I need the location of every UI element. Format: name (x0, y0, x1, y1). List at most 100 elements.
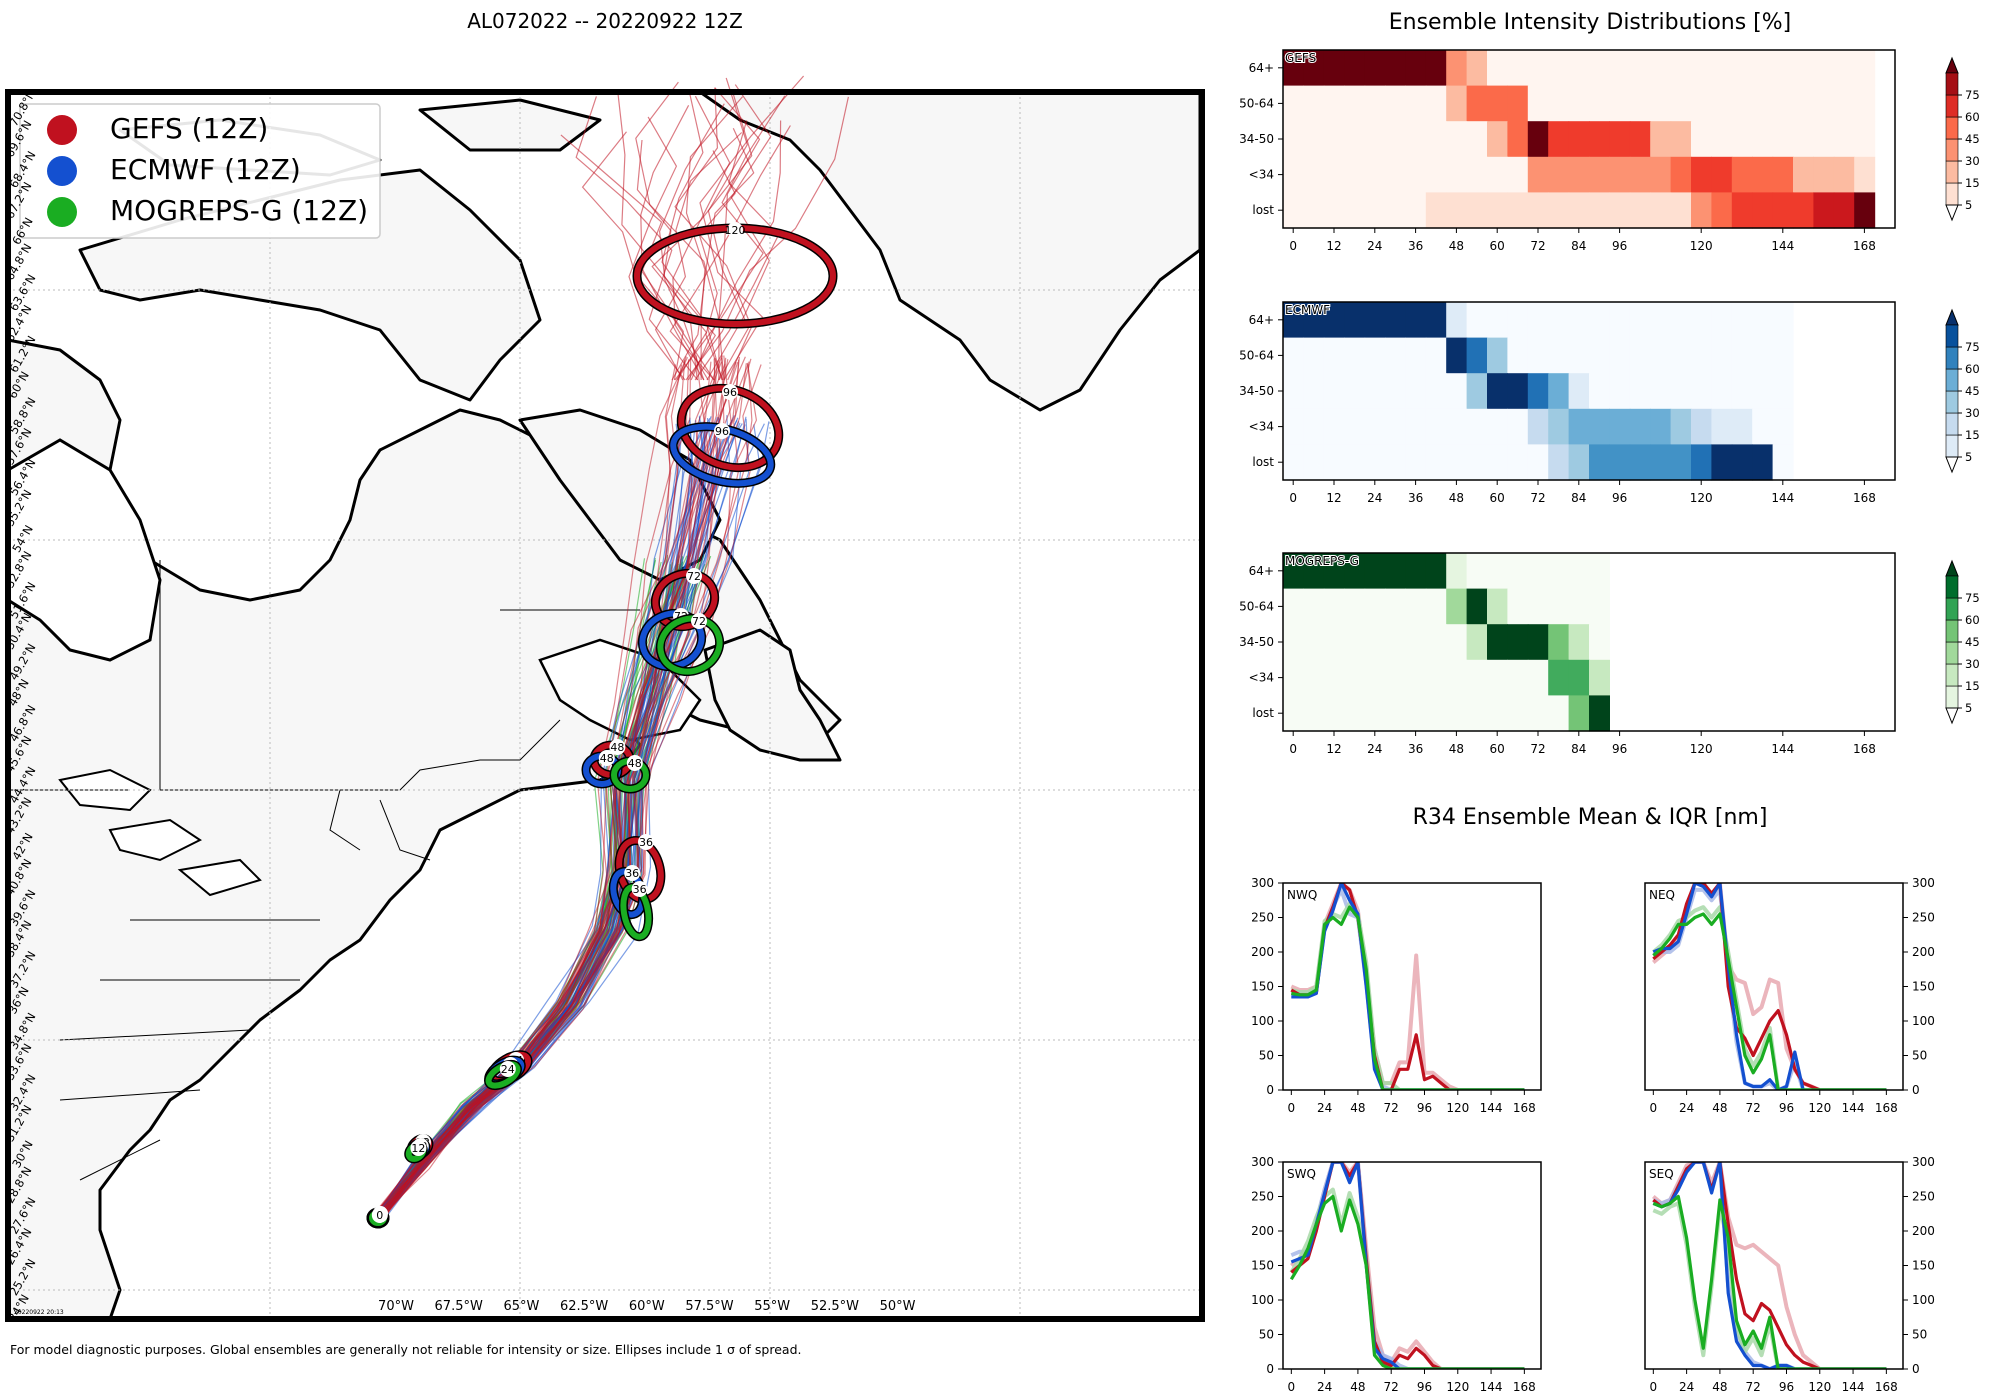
heatmap-cell (1466, 192, 1488, 229)
heatmap-cell (1303, 50, 1325, 87)
heatmap-cell (1772, 85, 1794, 122)
heatmap-cell (1752, 373, 1774, 410)
ellipse-label-bg (691, 613, 707, 629)
r34-y-tick: 200 (1912, 1224, 1935, 1238)
heatmap-cell (1385, 588, 1406, 625)
heatmap-cell (1446, 192, 1468, 229)
r34-y-tick: 200 (1912, 945, 1935, 959)
heatmap-cell (1344, 50, 1366, 87)
r34-x-tick: 168 (1875, 1380, 1898, 1394)
r34-series-line (1652, 1162, 1887, 1369)
heatmap-cell (1548, 588, 1570, 625)
heatmap-cell (1283, 302, 1304, 339)
colorbar-tick: 45 (1965, 635, 1980, 649)
heatmap-x-tick: 72 (1530, 742, 1545, 756)
colorbar-extend-top (1945, 56, 1959, 74)
colorbar-tick: 5 (1965, 450, 1972, 464)
track-line (714, 87, 761, 381)
heatmap-cell (1466, 624, 1488, 661)
heatmap-cell (1364, 192, 1386, 229)
r34-y-tick: 100 (1251, 1014, 1274, 1028)
r34-x-tick: 0 (1288, 1101, 1296, 1115)
heatmap-cell (1385, 337, 1406, 374)
heatmap-cell (1507, 444, 1529, 481)
heatmap-x-tick: 0 (1289, 239, 1297, 253)
heatmap-cell (1507, 192, 1529, 229)
heatmap-cell (1446, 695, 1468, 732)
heatmap-cell (1609, 121, 1631, 158)
r34-y-tick: 250 (1912, 911, 1935, 925)
heatmap-cell (1323, 624, 1345, 661)
lon-label: 57.5°W (685, 1299, 733, 1314)
heatmap-x-tick: 96 (1612, 239, 1627, 253)
r34-series-line (1652, 883, 1887, 1090)
heatmap-cell (1568, 192, 1590, 229)
heatmap-row-label: <34 (1249, 420, 1274, 434)
heatmap-cell (1589, 408, 1610, 445)
heatmap-row-label: 64+ (1249, 61, 1274, 75)
heatmap-x-tick: 12 (1326, 239, 1341, 253)
r34-x-tick: 72 (1384, 1380, 1399, 1394)
r34-x-tick: 144 (1480, 1101, 1503, 1115)
colorbar-tick: 30 (1965, 406, 1980, 420)
r34-x-tick: 120 (1808, 1380, 1831, 1394)
map-frame (5, 89, 1205, 1322)
track-line (377, 361, 737, 1219)
heatmap-cell (1813, 192, 1835, 229)
heatmap-cell (1629, 156, 1651, 193)
heatmap-cell (1711, 408, 1733, 445)
heatmap-cell (1446, 337, 1468, 374)
lon-label: 60°W (629, 1299, 665, 1314)
r34-y-tick: 50 (1912, 1049, 1927, 1063)
legend-label-gefs: GEFS (12Z) (110, 112, 268, 145)
track-line (381, 358, 718, 1219)
heatmap-cell (1691, 408, 1712, 445)
colorbar-extend-top (1945, 308, 1959, 326)
footnote: For model diagnostic purposes. Global en… (10, 1342, 801, 1357)
heatmap-cell (1405, 121, 1427, 158)
heatmap-cell (1466, 373, 1488, 410)
track-line (699, 75, 805, 381)
heatmap-cell (1609, 85, 1631, 122)
heatmap-cell (1283, 588, 1304, 625)
heatmap-model-label: GEFS (1285, 51, 1316, 65)
heatmap-cell (1548, 444, 1570, 481)
ellipse-label: 48 (600, 752, 614, 765)
track-line (636, 139, 698, 381)
heatmap-cell (1854, 192, 1876, 229)
heatmap-cell (1670, 302, 1692, 339)
heatmap-cell (1405, 624, 1427, 661)
track-line (640, 105, 705, 381)
heatmap-cell (1425, 121, 1447, 158)
heatmap-cell (1670, 373, 1692, 410)
heatmap-cell (1385, 444, 1406, 481)
heatmap-cell (1425, 302, 1447, 339)
colorbar-segment (1945, 138, 1959, 162)
ellipse-label-bg (598, 750, 615, 766)
heatmap-cell (1466, 588, 1488, 625)
heatmap-cell (1752, 444, 1774, 481)
colorbar-segment (1945, 182, 1959, 206)
heatmap-cell (1405, 373, 1427, 410)
heatmap-cell (1487, 192, 1508, 229)
heatmap-cell (1446, 373, 1468, 410)
track-line (661, 90, 723, 381)
heatmap-cell (1283, 85, 1304, 122)
heatmap-cell (1303, 624, 1325, 661)
heatmap-cell (1303, 121, 1325, 158)
heatmap-cell (1609, 192, 1631, 229)
heatmap-cell (1283, 553, 1304, 590)
land-arctic-islands-2 (418, 98, 602, 152)
heatmap-row-label: lost (1252, 706, 1274, 720)
intensity-title: Ensemble Intensity Distributions [%] (1389, 10, 1792, 35)
track-line (694, 120, 780, 381)
heatmap-cell (1629, 85, 1651, 122)
lon-label: 62.5°W (560, 1299, 608, 1314)
track-map: 0001212122424243636364848487272729696120… (2, 75, 1205, 1324)
heatmap-x-tick: 144 (1771, 742, 1794, 756)
r34-y-tick: 250 (1251, 1190, 1274, 1204)
heatmap-x-tick: 144 (1771, 239, 1794, 253)
heatmap-cell (1731, 85, 1753, 122)
r34-y-tick: 100 (1912, 1293, 1935, 1307)
heatmap-cell (1527, 695, 1549, 732)
